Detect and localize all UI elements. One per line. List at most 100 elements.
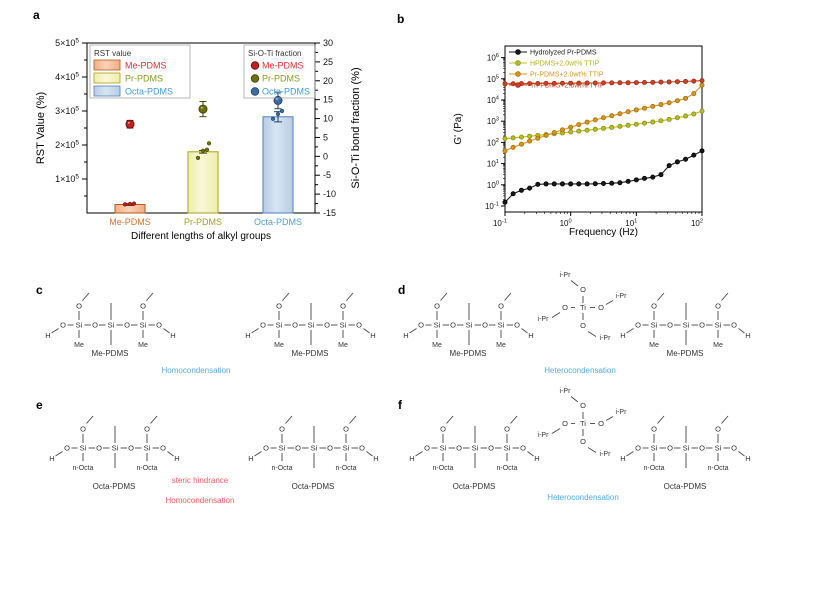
svg-text:O: O xyxy=(488,444,494,453)
svg-text:20: 20 xyxy=(323,76,333,86)
series-1 xyxy=(502,148,705,205)
svg-text:O: O xyxy=(699,444,705,453)
svg-text:O: O xyxy=(440,425,446,434)
svg-text:Octa-PDMS: Octa-PDMS xyxy=(125,87,173,97)
svg-text:O: O xyxy=(580,321,586,330)
svg-text:RST Value (%): RST Value (%) xyxy=(35,92,47,164)
svg-text:Si: Si xyxy=(715,444,722,453)
svg-text:n-Octa: n-Octa xyxy=(72,465,93,472)
svg-text:Si: Si xyxy=(498,321,505,330)
svg-text:O: O xyxy=(667,321,673,330)
svg-text:Octa-PDMS: Octa-PDMS xyxy=(262,87,310,97)
molecule-ttip: Ti Oi-Pr Oi-Pr Oi-Pr Oi-Pr xyxy=(538,388,628,458)
panel-label-d: d xyxy=(398,283,406,297)
panel-label-a: a xyxy=(33,8,40,22)
svg-text:O: O xyxy=(128,444,134,453)
molecule-name: Octa-PDMS xyxy=(664,482,707,491)
svg-text:O: O xyxy=(260,321,266,330)
svg-text:O: O xyxy=(144,425,150,434)
svg-text:101: 101 xyxy=(487,159,499,169)
bar-pr-pdms xyxy=(187,141,219,214)
svg-text:O: O xyxy=(292,321,298,330)
svg-text:15: 15 xyxy=(323,95,333,105)
svg-text:G' (Pa): G' (Pa) xyxy=(453,113,464,144)
svg-text:H: H xyxy=(373,454,378,463)
svg-text:Si: Si xyxy=(276,321,283,330)
svg-text:Si: Si xyxy=(466,321,473,330)
legend-panel-b: Hydrolyzed Pr-PDMS HPDMS+2.0wt% TTIP Pr-PD… xyxy=(509,49,605,90)
svg-text:Hydrolyzed Pr-PDMS: Hydrolyzed Pr-PDMS xyxy=(530,50,597,57)
svg-text:H: H xyxy=(745,454,750,463)
svg-text:H: H xyxy=(248,454,253,463)
caption-homocondensation: Homocondensation xyxy=(165,496,235,505)
svg-text:H: H xyxy=(409,454,414,463)
svg-text:Me: Me xyxy=(74,342,84,349)
svg-text:Frequency (Hz): Frequency (Hz) xyxy=(569,227,638,238)
svg-text:O: O xyxy=(359,444,365,453)
svg-text:i-Pr: i-Pr xyxy=(616,293,628,300)
svg-text:Si: Si xyxy=(140,321,147,330)
svg-text:Si: Si xyxy=(76,321,83,330)
caption-heterocondensation: Heterocondensation xyxy=(544,366,616,375)
svg-text:O: O xyxy=(324,321,330,330)
svg-text:i-Pr: i-Pr xyxy=(616,409,628,416)
svg-text:RST value: RST value xyxy=(94,49,132,58)
svg-text:H: H xyxy=(49,454,54,463)
svg-text:Me-PDMS: Me-PDMS xyxy=(125,61,167,71)
svg-text:O: O xyxy=(520,444,526,453)
svg-text:n-Octa: n-Octa xyxy=(496,465,517,472)
svg-text:Me-PDMS: Me-PDMS xyxy=(262,61,304,71)
svg-text:i-Pr: i-Pr xyxy=(560,272,572,279)
svg-text:n-Octa: n-Octa xyxy=(335,465,356,472)
svg-text:n-Octa: n-Octa xyxy=(136,465,157,472)
svg-text:H: H xyxy=(245,331,250,340)
panel-label-e: e xyxy=(36,398,43,412)
series-4 xyxy=(502,78,705,87)
svg-text:Me: Me xyxy=(496,342,506,349)
svg-text:Si: Si xyxy=(112,444,119,453)
svg-text:-15: -15 xyxy=(323,208,336,218)
svg-text:5×105: 5×105 xyxy=(55,38,79,49)
caption-heterocondensation: Heterocondensation xyxy=(547,493,619,502)
svg-text:H: H xyxy=(745,331,750,340)
legend-sioti-fraction: Si-O-Ti fraction Me-PDMS Pr-PDMS Octa-PDMS xyxy=(243,44,316,99)
svg-text:106: 106 xyxy=(487,53,499,63)
svg-text:Me: Me xyxy=(432,342,442,349)
svg-text:O: O xyxy=(635,321,641,330)
svg-text:O: O xyxy=(667,444,673,453)
svg-text:H: H xyxy=(370,331,375,340)
svg-text:O: O xyxy=(731,444,737,453)
svg-text:i-Pr: i-Pr xyxy=(600,451,612,458)
svg-text:O: O xyxy=(498,302,504,311)
svg-text:5: 5 xyxy=(323,132,328,142)
svg-text:O: O xyxy=(450,321,456,330)
svg-text:Si: Si xyxy=(504,444,511,453)
molecule-name: Octa-PDMS xyxy=(453,482,496,491)
svg-text:102: 102 xyxy=(487,138,499,148)
panel-label-b: b xyxy=(397,12,405,26)
svg-text:Si: Si xyxy=(311,444,318,453)
svg-text:101: 101 xyxy=(625,219,637,229)
svg-text:Si: Si xyxy=(472,444,479,453)
svg-text:O: O xyxy=(80,425,86,434)
svg-text:HPDMS+2.0wt% TTIP: HPDMS+2.0wt% TTIP xyxy=(530,61,600,68)
svg-text:O: O xyxy=(356,321,362,330)
svg-text:Tri-PDMS+2.0wt% TTIP: Tri-PDMS+2.0wt% TTIP xyxy=(530,83,605,90)
svg-text:O: O xyxy=(482,321,488,330)
svg-text:O: O xyxy=(160,444,166,453)
svg-text:O: O xyxy=(327,444,333,453)
svg-text:Me: Me xyxy=(713,342,723,349)
svg-text:i-Pr: i-Pr xyxy=(538,316,550,323)
bar-octa-pdms xyxy=(262,108,294,214)
svg-text:Si: Si xyxy=(80,444,87,453)
svg-text:H: H xyxy=(620,454,625,463)
rst-bar-chart: 1×105 2×105 3×105 4×105 5×105 30 25 20 15 10 5 0 -5 -… xyxy=(35,38,362,243)
svg-text:O: O xyxy=(343,425,349,434)
svg-text:n-Octa: n-Octa xyxy=(707,465,728,472)
svg-text:30: 30 xyxy=(323,38,333,48)
